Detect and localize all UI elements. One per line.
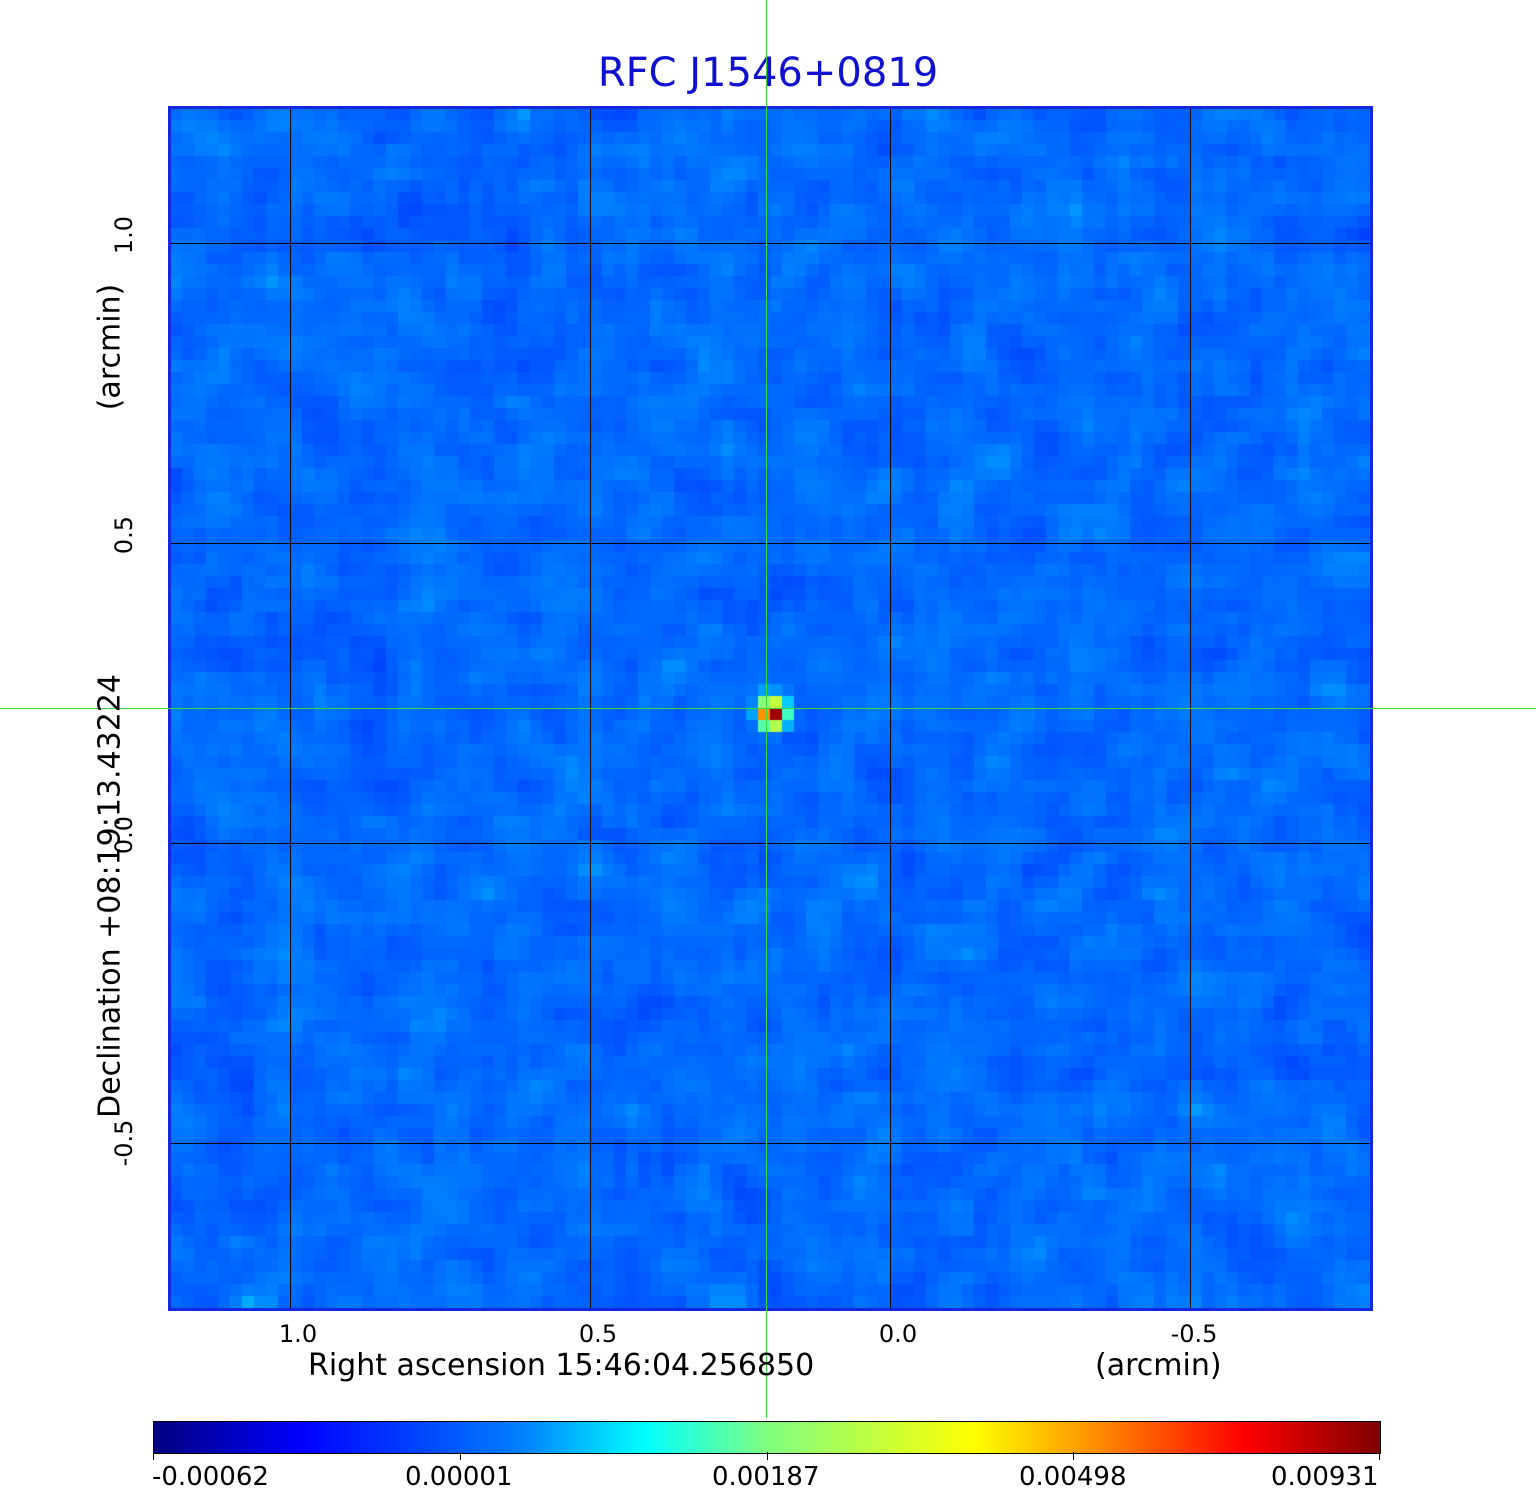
- y-tick-label: 0.5: [110, 515, 138, 555]
- y-axis-unit: (arcmin): [92, 283, 128, 411]
- y-tick-label: 1.0: [110, 215, 138, 255]
- y-tick-label: -0.5: [110, 1119, 138, 1167]
- colorbar-label: 0.00498: [1019, 1462, 1127, 1492]
- colorbar-tick: [767, 1452, 768, 1460]
- y-axis-label: Declination +08:19:13.43224: [92, 674, 128, 1118]
- x-axis-label: Right ascension 15:46:04.256850: [308, 1348, 815, 1383]
- x-tick-label: 0.0: [878, 1320, 918, 1348]
- colorbar-tick: [1379, 1452, 1380, 1460]
- colorbar: [153, 1421, 1381, 1454]
- x-axis-unit: (arcmin): [1095, 1348, 1222, 1383]
- colorbar-label: 0.00001: [405, 1462, 513, 1492]
- colorbar-label: 0.00931: [1271, 1462, 1379, 1492]
- x-tick-label: -0.5: [1170, 1320, 1218, 1348]
- colorbar-tick: [153, 1452, 154, 1460]
- colorbar-tick: [460, 1452, 461, 1460]
- x-tick-label: 1.0: [278, 1320, 318, 1348]
- colorbar-label: -0.00062: [152, 1462, 269, 1492]
- colorbar-tick: [1073, 1452, 1074, 1460]
- colorbar-label: 0.00187: [712, 1462, 820, 1492]
- x-tick-label: 0.5: [578, 1320, 618, 1348]
- radio-image[interactable]: [170, 108, 1370, 1308]
- plot-title: RFC J1546+0819: [597, 50, 939, 96]
